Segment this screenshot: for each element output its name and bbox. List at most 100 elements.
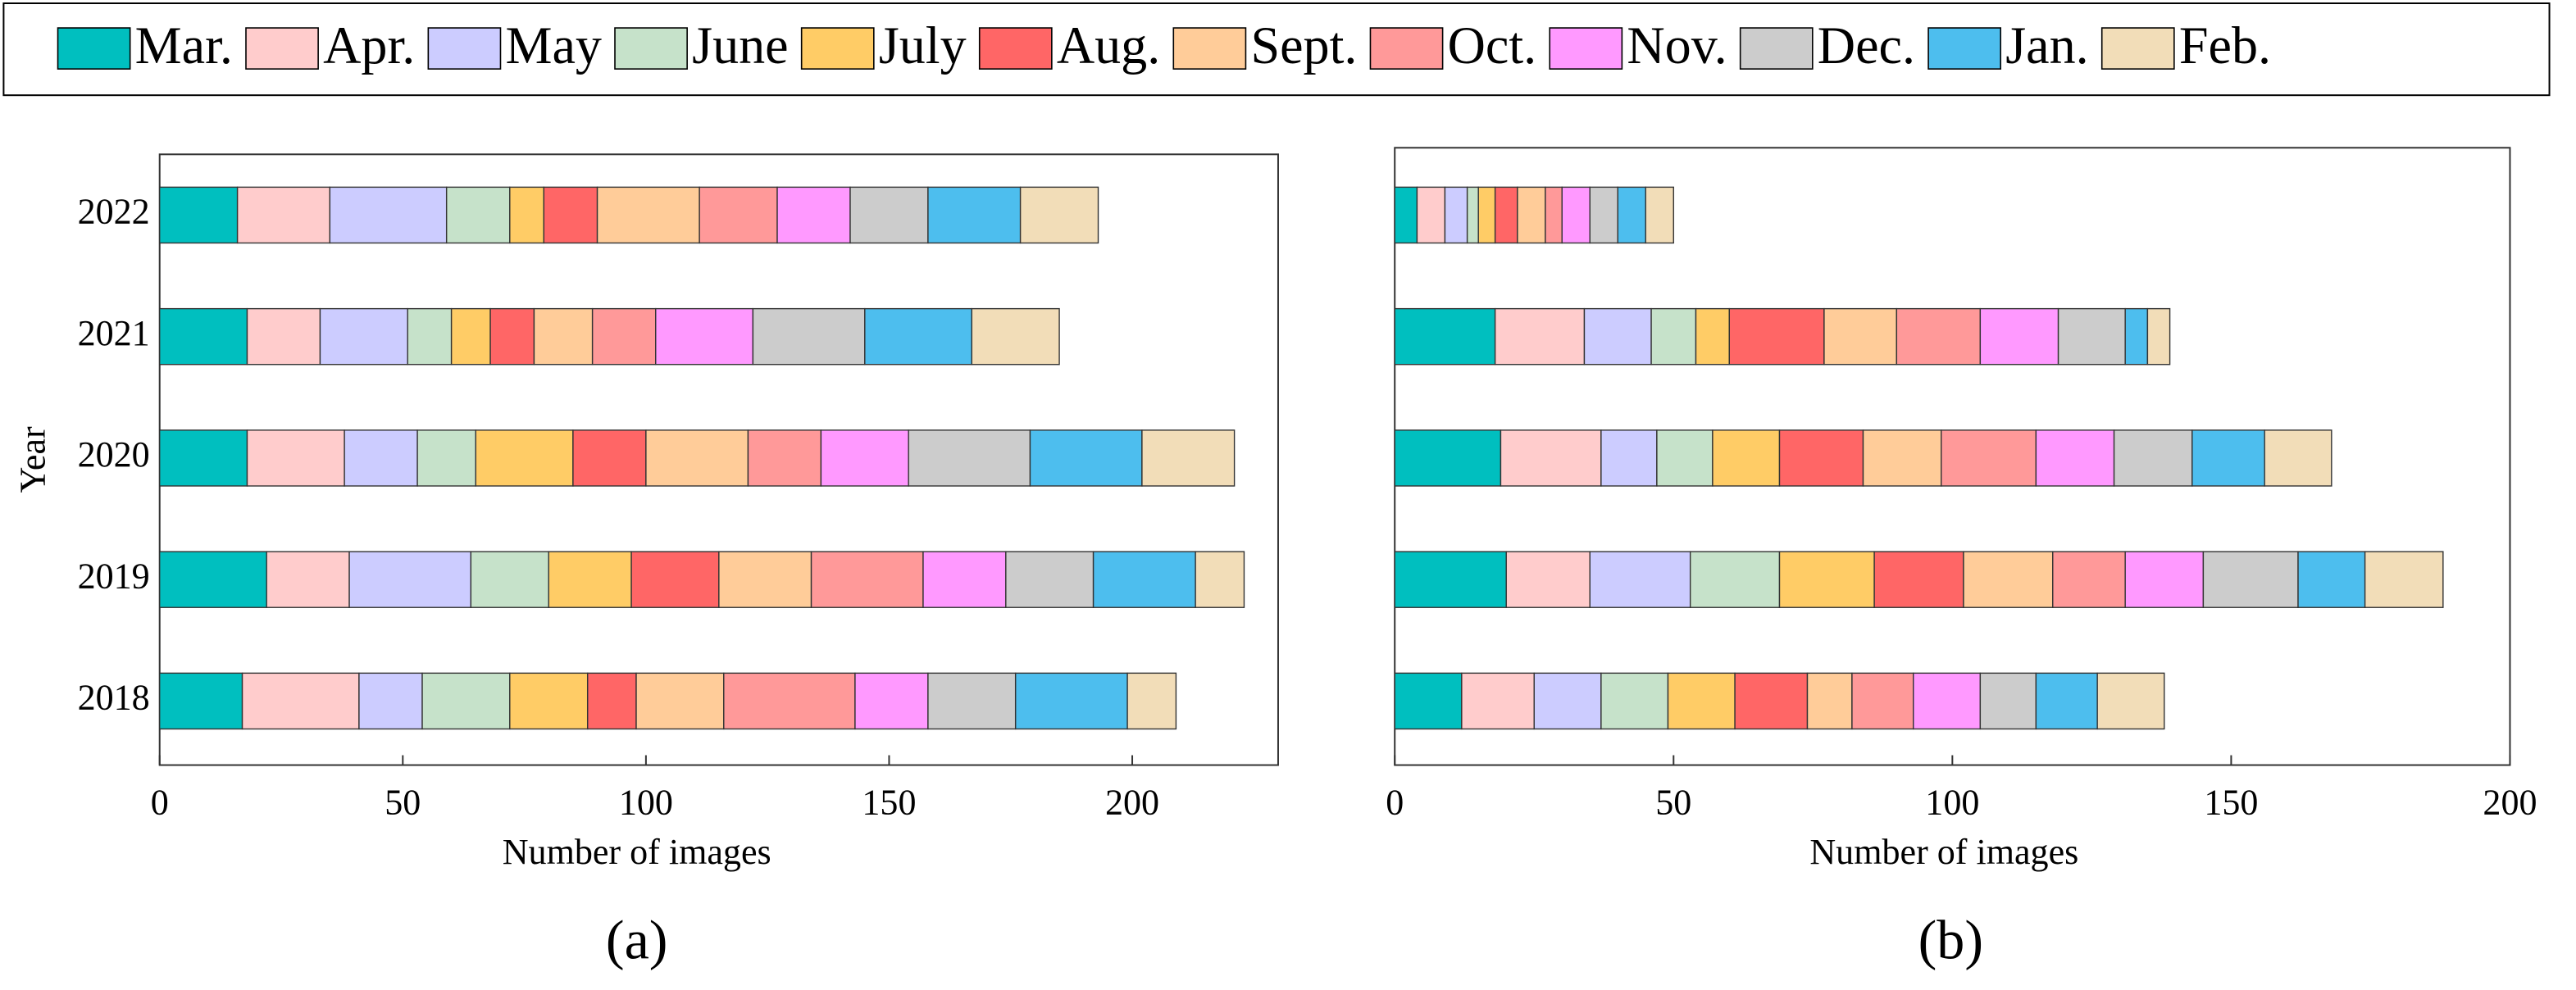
bar-segment: [421, 672, 511, 730]
bar-segment: [747, 429, 822, 487]
bar-segment: [1851, 672, 1914, 730]
legend-swatch: [1172, 27, 1247, 70]
bar-segment: [1126, 672, 1177, 730]
legend-swatch: [614, 27, 688, 70]
legend-label: Feb.: [2179, 16, 2271, 75]
bar-segment: [1823, 307, 1898, 366]
bar-segment: [344, 429, 418, 487]
x-tick-label: 50: [1655, 783, 1691, 823]
bar-segment: [246, 307, 321, 366]
bar-segment: [927, 186, 1022, 244]
bar-segment: [1500, 429, 1602, 487]
bar-segment: [1728, 307, 1825, 366]
legend-label: June: [692, 16, 788, 75]
bar-segment: [1778, 429, 1864, 487]
bar-segment: [1141, 429, 1236, 487]
bar-segment: [1466, 186, 1479, 244]
bar-segment: [1695, 307, 1730, 366]
bar-segment: [1561, 186, 1591, 244]
bar-segment: [1600, 429, 1658, 487]
bar-segment: [1019, 186, 1099, 244]
bar-segment: [159, 429, 248, 487]
x-axis-title: Number of images: [503, 832, 771, 872]
bar-segment: [655, 307, 754, 366]
bar-segment: [1394, 551, 1507, 608]
bar-segment: [2264, 429, 2333, 487]
legend-label: Nov.: [1627, 16, 1727, 75]
legend-label: Dec.: [1818, 16, 1915, 75]
y-axis-title: Year: [13, 426, 53, 493]
bar-segment: [358, 672, 423, 730]
legend-label: Oct.: [1448, 16, 1537, 75]
bar-segment: [407, 307, 453, 366]
x-tick-label: 150: [2204, 783, 2258, 823]
x-axis-title: Number of images: [1809, 832, 2078, 872]
legend-swatch: [2100, 27, 2175, 70]
legend-swatch: [1549, 27, 1623, 70]
bar-segment: [2035, 429, 2115, 487]
legend-swatch: [800, 27, 875, 70]
bar-segment: [635, 672, 725, 730]
bar-segment: [645, 429, 749, 487]
bar-segment: [2113, 429, 2193, 487]
bar-segment: [1461, 672, 1535, 730]
bar-segment: [2057, 307, 2126, 366]
bar-segment: [776, 186, 851, 244]
bar-segment: [699, 186, 778, 244]
bar-segment: [159, 672, 243, 730]
bar-segment: [849, 186, 929, 244]
legend-swatch: [1927, 27, 2002, 70]
bar-segment: [1941, 429, 2037, 487]
bar-segment: [159, 186, 239, 244]
y-tick-label: 2021: [78, 313, 150, 353]
y-tick-label: 2020: [78, 434, 150, 475]
bar-segment: [450, 307, 491, 366]
x-tick-label: 50: [385, 783, 421, 823]
legend-swatch: [1739, 27, 1814, 70]
bar-segment: [1394, 186, 1418, 244]
bar-segment: [1979, 672, 2037, 730]
bar-segment: [2052, 551, 2126, 608]
bar-segment: [572, 429, 647, 487]
bar-segment: [475, 429, 574, 487]
bar-segment: [2124, 551, 2205, 608]
bar-segment: [596, 186, 700, 244]
bar-segment: [1014, 672, 1128, 730]
bar-segment: [1583, 307, 1652, 366]
legend-label: July: [879, 16, 967, 75]
x-tick-label: 100: [619, 783, 673, 823]
bar-segment: [266, 551, 350, 608]
x-tick-label: 0: [1386, 783, 1404, 823]
bar-segment: [445, 186, 511, 244]
bar-segment: [1533, 672, 1602, 730]
y-tick-label: 2019: [78, 556, 150, 596]
bar-segment: [509, 672, 589, 730]
bar-segment: [927, 672, 1017, 730]
bar-segment: [1656, 429, 1714, 487]
bar-segment: [1873, 551, 1964, 608]
bar-segment: [1092, 551, 1196, 608]
bar-segment: [319, 307, 408, 366]
bar-segment: [2146, 307, 2171, 366]
bar-segment: [810, 551, 924, 608]
bar-segment: [586, 672, 637, 730]
bar-segment: [1806, 672, 1853, 730]
x-tick-label: 100: [1925, 783, 1979, 823]
y-tick-label: 2018: [78, 678, 150, 718]
panel-label: (a): [606, 909, 668, 971]
bar-segment: [1913, 672, 1982, 730]
bar-segment: [2202, 551, 2299, 608]
bar-segment: [1589, 186, 1618, 244]
bar-segment: [2364, 551, 2444, 608]
legend-swatch: [978, 27, 1053, 70]
bar-segment: [1005, 551, 1095, 608]
bar-segment: [2124, 307, 2149, 366]
bar-segment: [159, 307, 248, 366]
bar-segment: [241, 672, 360, 730]
bar-segment: [348, 551, 472, 608]
bar-segment: [922, 551, 1007, 608]
bar-segment: [1689, 551, 1781, 608]
legend-swatch: [427, 27, 502, 70]
bar-segment: [1444, 186, 1468, 244]
